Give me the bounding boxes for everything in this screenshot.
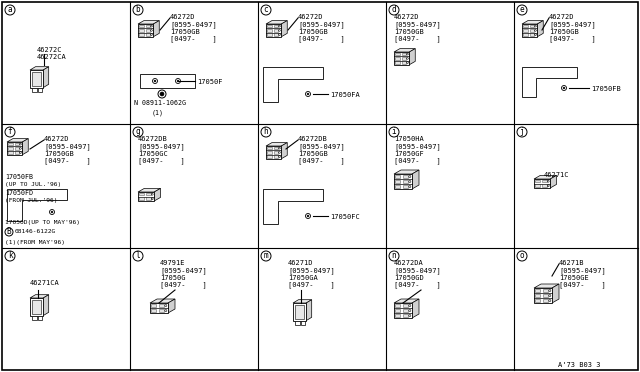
Bar bbox=[268, 147, 271, 149]
Bar bbox=[266, 24, 282, 37]
Bar bbox=[403, 309, 408, 312]
Bar bbox=[394, 174, 412, 189]
Text: 46271B
[0595-0497]
17050GE
[0497-    ]: 46271B [0595-0497] 17050GE [0497- ] bbox=[559, 260, 605, 289]
Polygon shape bbox=[522, 67, 577, 97]
Bar bbox=[15, 143, 19, 145]
Text: b: b bbox=[136, 6, 140, 15]
Bar bbox=[403, 180, 408, 183]
Text: a: a bbox=[8, 6, 12, 15]
Text: e: e bbox=[520, 6, 524, 15]
Bar bbox=[536, 289, 540, 292]
Bar bbox=[30, 298, 44, 315]
Bar bbox=[274, 25, 278, 27]
Polygon shape bbox=[394, 299, 419, 303]
Bar bbox=[38, 87, 42, 92]
Bar bbox=[396, 53, 399, 55]
Bar bbox=[535, 185, 540, 187]
Bar bbox=[32, 87, 36, 92]
Text: 17050FA: 17050FA bbox=[330, 92, 360, 98]
Text: 46272D
[0595-0497]
17050GB
[0497-    ]: 46272D [0595-0497] 17050GB [0497- ] bbox=[549, 14, 596, 42]
Polygon shape bbox=[154, 20, 159, 37]
Bar bbox=[543, 289, 548, 292]
Bar bbox=[268, 155, 271, 158]
Bar bbox=[394, 52, 410, 65]
Bar bbox=[530, 29, 534, 32]
Bar bbox=[268, 33, 271, 36]
Polygon shape bbox=[263, 67, 323, 102]
Bar bbox=[159, 304, 164, 307]
Text: N 08911-1062G: N 08911-1062G bbox=[134, 100, 186, 106]
Text: 46272D
[0595-0497]
17050GB
[0497-    ]: 46272D [0595-0497] 17050GB [0497- ] bbox=[394, 14, 441, 42]
Bar bbox=[152, 304, 156, 307]
Text: 46272D
[0595-0497]
17050GB
[0497-    ]: 46272D [0595-0497] 17050GB [0497- ] bbox=[298, 14, 345, 42]
Bar bbox=[146, 29, 150, 32]
Bar bbox=[159, 309, 164, 312]
Bar bbox=[396, 61, 399, 64]
Polygon shape bbox=[168, 299, 175, 313]
Bar bbox=[396, 180, 401, 183]
Polygon shape bbox=[534, 284, 559, 288]
Bar bbox=[152, 309, 156, 312]
Polygon shape bbox=[266, 142, 287, 146]
Bar bbox=[8, 151, 13, 154]
Text: o: o bbox=[520, 251, 524, 260]
Text: 46271C: 46271C bbox=[544, 172, 570, 178]
Polygon shape bbox=[7, 139, 28, 142]
Text: 46272C
46272CA: 46272C 46272CA bbox=[37, 47, 67, 60]
Bar bbox=[32, 300, 41, 314]
Circle shape bbox=[160, 92, 164, 96]
Bar bbox=[274, 33, 278, 36]
Bar bbox=[396, 304, 401, 307]
Bar bbox=[396, 185, 401, 188]
Text: g: g bbox=[136, 128, 140, 137]
Polygon shape bbox=[150, 299, 175, 303]
Polygon shape bbox=[293, 300, 312, 303]
Bar bbox=[138, 24, 154, 37]
Bar bbox=[536, 294, 540, 297]
Bar bbox=[396, 309, 401, 312]
Bar bbox=[274, 155, 278, 158]
Text: (FROM JUL.'96): (FROM JUL.'96) bbox=[5, 198, 58, 203]
Bar bbox=[403, 314, 408, 317]
Bar bbox=[32, 315, 36, 320]
Bar bbox=[146, 33, 150, 36]
Polygon shape bbox=[44, 295, 49, 315]
Bar bbox=[140, 33, 143, 36]
Bar bbox=[268, 151, 271, 154]
Bar bbox=[403, 175, 408, 178]
Bar bbox=[403, 185, 408, 188]
Bar bbox=[402, 57, 406, 60]
Text: (1)(FROM MAY'96): (1)(FROM MAY'96) bbox=[5, 240, 65, 245]
Polygon shape bbox=[394, 49, 415, 52]
Circle shape bbox=[177, 80, 179, 82]
Bar bbox=[140, 193, 144, 195]
Circle shape bbox=[563, 87, 565, 89]
Text: A'73 B03 3: A'73 B03 3 bbox=[557, 362, 600, 368]
Polygon shape bbox=[412, 299, 419, 318]
Text: n: n bbox=[392, 251, 396, 260]
Circle shape bbox=[307, 215, 309, 217]
Polygon shape bbox=[410, 49, 415, 65]
Bar bbox=[146, 198, 150, 200]
Bar bbox=[534, 288, 552, 303]
Text: 17050FB: 17050FB bbox=[5, 174, 33, 180]
Text: 46271CA: 46271CA bbox=[30, 280, 60, 286]
Polygon shape bbox=[306, 300, 312, 321]
Text: 17050FC: 17050FC bbox=[330, 214, 360, 220]
Bar bbox=[274, 151, 278, 154]
Text: l: l bbox=[136, 251, 140, 260]
Bar bbox=[522, 24, 538, 37]
Bar bbox=[524, 25, 527, 27]
Polygon shape bbox=[412, 170, 419, 189]
Bar bbox=[274, 29, 278, 32]
Bar bbox=[295, 305, 304, 318]
Text: 17050D(UP TO MAY'96): 17050D(UP TO MAY'96) bbox=[5, 220, 80, 225]
Bar bbox=[402, 53, 406, 55]
Bar bbox=[402, 61, 406, 64]
Text: B: B bbox=[6, 228, 12, 237]
Polygon shape bbox=[538, 20, 543, 37]
Text: h: h bbox=[264, 128, 268, 137]
Bar bbox=[542, 180, 547, 182]
Text: c: c bbox=[264, 6, 268, 15]
Polygon shape bbox=[44, 67, 49, 87]
